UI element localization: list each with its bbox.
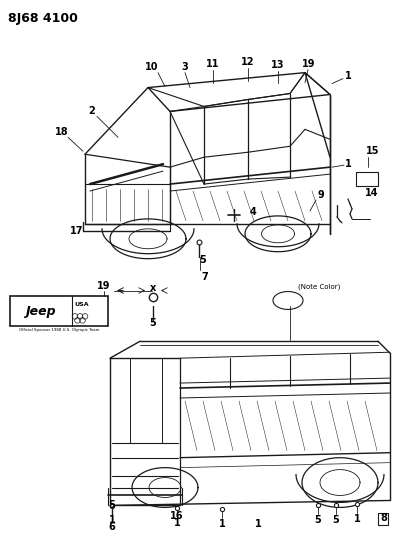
Text: 6: 6 bbox=[109, 522, 115, 532]
Text: 1: 1 bbox=[345, 159, 352, 169]
Text: 16: 16 bbox=[170, 511, 184, 521]
Bar bbox=[378, 513, 388, 526]
Text: 3: 3 bbox=[182, 62, 188, 71]
Text: 19: 19 bbox=[97, 280, 111, 290]
Text: USA: USA bbox=[75, 302, 89, 307]
Text: x: x bbox=[150, 282, 156, 293]
Text: 18: 18 bbox=[55, 127, 69, 138]
Text: 8J68 4100: 8J68 4100 bbox=[8, 12, 78, 25]
Text: 5: 5 bbox=[109, 500, 115, 511]
Text: 9: 9 bbox=[318, 190, 324, 200]
Text: 5: 5 bbox=[333, 515, 340, 526]
Text: 15: 15 bbox=[366, 146, 380, 156]
Text: 1: 1 bbox=[109, 515, 115, 526]
Text: 1: 1 bbox=[219, 519, 225, 529]
Text: 4: 4 bbox=[250, 207, 257, 217]
Text: 2: 2 bbox=[89, 107, 95, 116]
Text: 1: 1 bbox=[255, 519, 261, 529]
Text: 14: 14 bbox=[365, 188, 379, 198]
Text: 12: 12 bbox=[241, 56, 255, 67]
Text: 17: 17 bbox=[70, 226, 84, 236]
Text: 11: 11 bbox=[206, 59, 220, 69]
Text: 5: 5 bbox=[150, 318, 156, 328]
Text: (Note Color): (Note Color) bbox=[298, 284, 340, 290]
Text: 1: 1 bbox=[174, 519, 180, 528]
Text: Official Sponsor 1988 U.S. Olympic Team: Official Sponsor 1988 U.S. Olympic Team bbox=[19, 328, 99, 333]
Text: 8: 8 bbox=[381, 513, 387, 523]
Text: 1: 1 bbox=[345, 70, 352, 80]
Text: 10: 10 bbox=[145, 62, 159, 71]
Text: 5: 5 bbox=[315, 515, 321, 526]
Text: Jeep: Jeep bbox=[25, 305, 55, 318]
Bar bbox=[10, 296, 108, 326]
Text: 1: 1 bbox=[354, 514, 360, 524]
Text: 5: 5 bbox=[200, 255, 206, 265]
Bar bbox=[356, 172, 378, 186]
Text: 7: 7 bbox=[201, 272, 208, 281]
Text: 13: 13 bbox=[271, 60, 285, 70]
Text: 19: 19 bbox=[302, 59, 316, 69]
